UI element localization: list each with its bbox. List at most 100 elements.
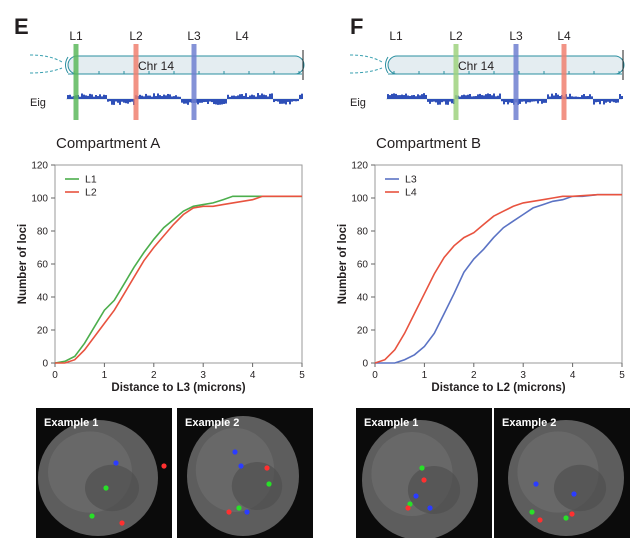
nucleus-texture (231, 462, 283, 510)
eig-bar (215, 99, 217, 105)
eig-bar (293, 99, 295, 102)
eig-bar (411, 95, 413, 99)
eig-bar (531, 99, 533, 102)
eig-bar (581, 95, 583, 99)
x-axis-label: Distance to L3 (microns) (111, 382, 245, 394)
eig-bar (237, 95, 239, 99)
eig-bar (555, 93, 557, 99)
eig-bar (503, 99, 505, 105)
eig-bar (149, 95, 151, 99)
eig-bar (577, 96, 579, 99)
eig-bar (169, 94, 171, 99)
eig-bar (67, 95, 69, 99)
eig-bar (527, 99, 529, 103)
x-tick-label: 3 (200, 370, 206, 381)
eig-bar (395, 93, 397, 99)
eig-bar (553, 95, 555, 99)
eig-bar (255, 96, 257, 99)
eig-bar (529, 99, 531, 103)
eig-bar (511, 99, 513, 103)
eig-bar (295, 99, 297, 102)
nucleus-image (38, 420, 167, 536)
eig-bar (597, 99, 599, 102)
legend-label: L4 (405, 187, 417, 199)
locus-label: L3 (509, 29, 523, 43)
eig-bar (141, 95, 143, 99)
fish-spot (529, 509, 535, 515)
locus-bar (191, 44, 197, 120)
eig-bar (131, 99, 133, 102)
fish-spot (413, 493, 419, 499)
eig-bar (241, 94, 243, 99)
eig-bar (291, 99, 293, 102)
eig-bar (177, 96, 179, 99)
microscopy-example-2: Example 2 (177, 408, 313, 538)
eig-bar (519, 99, 521, 104)
eig-bar (203, 99, 205, 103)
example-label: Example 2 (185, 417, 240, 429)
eig-bar (265, 95, 267, 99)
eig-bar (259, 95, 261, 99)
eig-bar (277, 99, 279, 102)
y-tick-label: 80 (357, 227, 369, 238)
chromosome-diagram: Chr 14 Eig L1 L2 L3 L4 (29, 29, 305, 120)
eig-bar (389, 95, 391, 99)
eig-label: Eig (30, 97, 46, 109)
eig-bar (535, 99, 537, 102)
eig-bar (79, 96, 81, 99)
eig-bar (225, 99, 227, 104)
y-tick-label: 100 (31, 194, 48, 205)
cumulative-distance-chart: 0 20 40 60 80 100 120 0 1 2 3 4 5 Distance to L3 (mic… (17, 161, 305, 395)
eig-bar (485, 94, 487, 99)
eig-bar (609, 99, 611, 103)
eig-bar (413, 94, 415, 99)
eig-bar (441, 99, 443, 103)
eig-bar (289, 99, 291, 105)
eig-bar (495, 96, 497, 99)
eig-bar (179, 96, 181, 99)
y-tick-label: 60 (357, 260, 369, 271)
fish-spot (244, 509, 250, 515)
eig-bar (127, 99, 129, 104)
fish-spot (89, 513, 95, 519)
eig-bar (611, 99, 613, 102)
panel-e: E Chr 14 Eig L1 L2 L3 L4 Compartment A 0 20 40 6… (14, 14, 313, 538)
eig-bar (461, 95, 463, 99)
eig-bar (619, 94, 621, 99)
nucleus-image (362, 420, 478, 538)
fish-spot (419, 465, 425, 471)
y-tick-label: 100 (351, 194, 368, 205)
eig-label: Eig (350, 97, 366, 109)
eig-bar (539, 99, 541, 102)
eig-bar (109, 99, 111, 102)
eig-bar (123, 99, 125, 103)
eig-bar (229, 96, 231, 99)
nucleus-image (508, 420, 624, 536)
eig-bar (217, 99, 219, 105)
eig-bar (183, 99, 185, 104)
eig-bar (463, 94, 465, 99)
eig-bar (117, 99, 119, 103)
eig-bar (541, 99, 543, 104)
example-label: Example 1 (364, 417, 419, 429)
eig-bar (173, 96, 175, 99)
fish-spot (232, 449, 238, 455)
eig-bar (89, 93, 91, 99)
eig-bar (449, 99, 451, 102)
eig-bar (583, 94, 585, 99)
eig-bar (489, 93, 491, 99)
x-axis-label: Distance to L2 (microns) (431, 382, 565, 394)
eig-bar (81, 93, 83, 99)
locus-label: L3 (187, 29, 201, 43)
eig-bar (587, 96, 589, 99)
eig-bar (429, 99, 431, 104)
eig-bar (433, 99, 435, 102)
eig-bar (273, 99, 275, 103)
fish-spot (119, 520, 125, 526)
fish-spot (266, 481, 272, 487)
eig-bar (445, 99, 447, 105)
nucleus-texture (407, 466, 461, 514)
eig-bar (465, 95, 467, 99)
eig-bar (421, 94, 423, 99)
eig-bar (459, 96, 461, 99)
